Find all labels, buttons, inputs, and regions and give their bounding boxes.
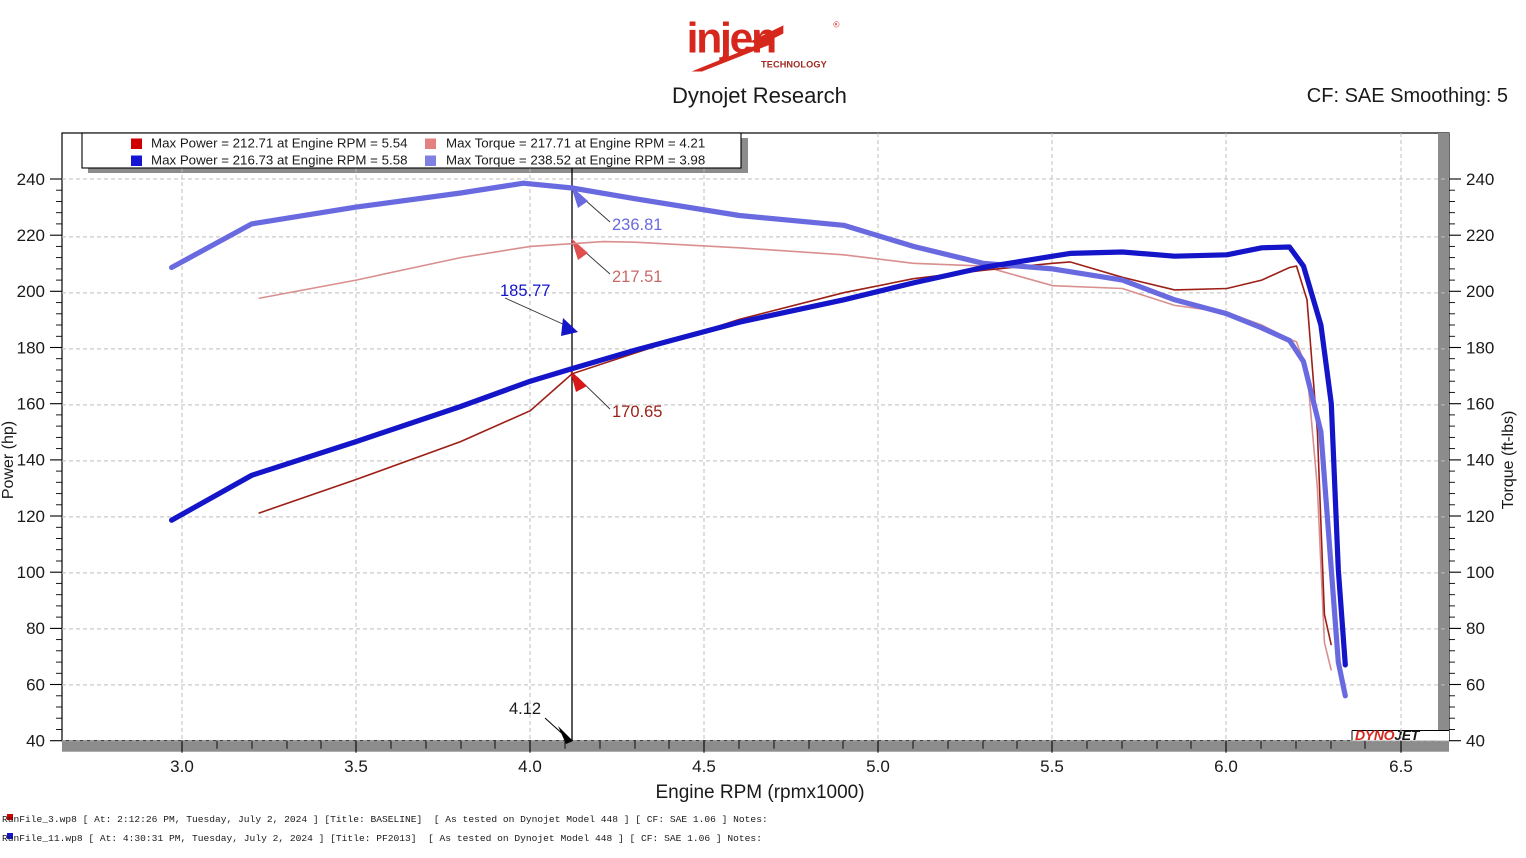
svg-text:3.5: 3.5 [344, 757, 368, 776]
svg-text:4.5: 4.5 [692, 757, 716, 776]
svg-text:60: 60 [26, 675, 45, 694]
svg-text:236.81: 236.81 [612, 216, 662, 234]
svg-text:220: 220 [17, 226, 45, 245]
svg-text:100: 100 [1466, 563, 1494, 582]
svg-text:4.0: 4.0 [518, 757, 542, 776]
svg-text:180: 180 [17, 338, 45, 357]
svg-text:40: 40 [26, 732, 45, 751]
svg-text:140: 140 [1466, 451, 1494, 470]
svg-text:220: 220 [1466, 226, 1494, 245]
svg-text:Torque (ft-lbs): Torque (ft-lbs) [1500, 411, 1517, 510]
svg-text:185.77: 185.77 [500, 282, 550, 300]
svg-text:60: 60 [1466, 675, 1485, 694]
svg-text:Power (hp): Power (hp) [0, 421, 17, 499]
svg-text:120: 120 [17, 507, 45, 526]
svg-text:Max Torque = 217.71 at Engine: Max Torque = 217.71 at Engine RPM = 4.21 [446, 136, 705, 151]
svg-text:170.65: 170.65 [612, 403, 662, 421]
svg-text:3.0: 3.0 [170, 757, 194, 776]
svg-text:240: 240 [1466, 170, 1494, 189]
svg-text:200: 200 [17, 282, 45, 301]
svg-text:160: 160 [17, 395, 45, 414]
svg-text:80: 80 [26, 619, 45, 638]
svg-text:Engine RPM (rpmx1000): Engine RPM (rpmx1000) [655, 782, 864, 803]
svg-text:140: 140 [17, 451, 45, 470]
svg-text:5.0: 5.0 [866, 757, 890, 776]
svg-text:Max Power = 216.73 at Engine R: Max Power = 216.73 at Engine RPM = 5.58 [151, 153, 408, 168]
svg-text:80: 80 [1466, 619, 1485, 638]
svg-text:160: 160 [1466, 395, 1494, 414]
svg-text:200: 200 [1466, 282, 1494, 301]
svg-text:5.5: 5.5 [1040, 757, 1064, 776]
svg-text:100: 100 [17, 563, 45, 582]
svg-text:6.0: 6.0 [1214, 757, 1238, 776]
svg-text:180: 180 [1466, 338, 1494, 357]
svg-text:120: 120 [1466, 507, 1494, 526]
svg-text:Max Torque = 238.52 at Engine: Max Torque = 238.52 at Engine RPM = 3.98 [446, 153, 705, 168]
svg-text:4.12: 4.12 [509, 700, 541, 718]
svg-text:217.51: 217.51 [612, 268, 662, 286]
svg-text:40: 40 [1466, 732, 1485, 751]
svg-text:Max Power = 212.71 at Engine R: Max Power = 212.71 at Engine RPM = 5.54 [151, 136, 408, 151]
svg-text:6.5: 6.5 [1389, 757, 1413, 776]
svg-text:240: 240 [17, 170, 45, 189]
